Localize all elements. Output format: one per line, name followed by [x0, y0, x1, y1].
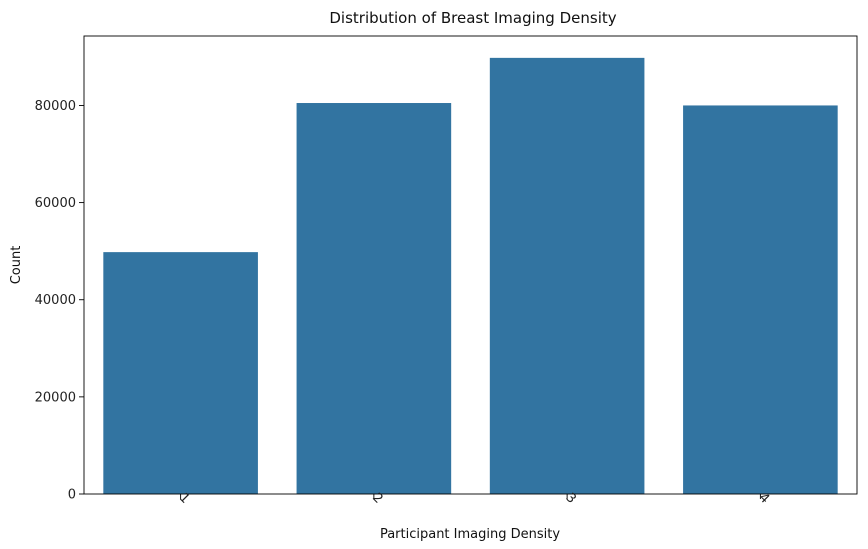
bar-4 [683, 105, 838, 494]
y-tick-label: 0 [68, 488, 76, 503]
plot-frame [83, 35, 858, 495]
y-axis-label: Count [9, 246, 24, 285]
y-tick-label: 20000 [35, 390, 76, 405]
x-axis-label: Participant Imaging Density [380, 527, 560, 542]
bar-1 [103, 252, 258, 494]
y-tick-label: 80000 [35, 99, 76, 114]
bar-3 [489, 57, 645, 495]
y-tick-label: 40000 [35, 293, 76, 308]
bar-2 [296, 103, 452, 495]
y-tick-label: 60000 [35, 196, 76, 211]
chart-title: Distribution of Breast Imaging Density [329, 9, 616, 27]
